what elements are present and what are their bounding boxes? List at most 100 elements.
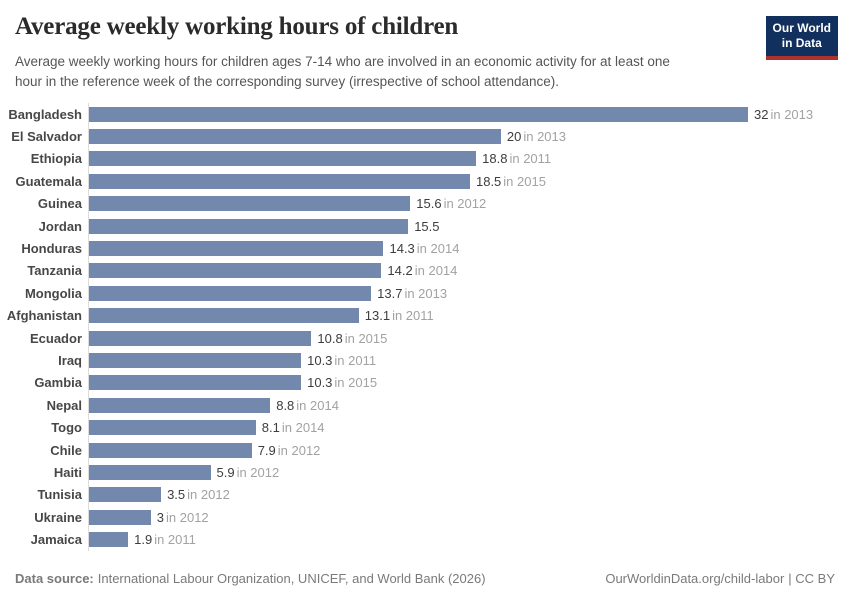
category-label: Nepal bbox=[46, 397, 82, 413]
category-label: Ecuador bbox=[29, 330, 82, 346]
category-label: Guinea bbox=[37, 196, 82, 212]
value-label: 15.6 in 2012 bbox=[416, 196, 486, 211]
value-year: in 2012 bbox=[443, 196, 487, 212]
row-plot-area: 1.9 in 2011 bbox=[88, 528, 850, 551]
value-year: in 2015 bbox=[344, 330, 388, 346]
bar bbox=[89, 375, 302, 391]
value-label: 3.5 in 2012 bbox=[167, 487, 230, 502]
value-label: 1.9 in 2011 bbox=[134, 532, 196, 547]
value-label: 10.3 in 2015 bbox=[307, 375, 377, 390]
category-label: Togo bbox=[51, 420, 82, 436]
value-label: 18.5 in 2015 bbox=[476, 174, 546, 189]
row-plot-area: 8.1 in 2014 bbox=[88, 416, 850, 439]
value-label: 8.1 in 2014 bbox=[262, 420, 325, 435]
bar bbox=[89, 308, 359, 324]
row-plot-area: 14.3 in 2014 bbox=[88, 237, 850, 260]
chart-row: Tunisia 3.5 in 2012 bbox=[0, 483, 850, 507]
value-number: 3.5 bbox=[167, 487, 186, 503]
owid-logo-line1: Our World bbox=[772, 21, 831, 35]
row-plot-area: 10.3 in 2011 bbox=[88, 349, 850, 372]
value-label: 20 in 2013 bbox=[507, 129, 566, 144]
chart-header: Average weekly working hours of children… bbox=[15, 13, 758, 93]
row-plot-area: 18.8 in 2011 bbox=[88, 147, 850, 171]
bar bbox=[89, 442, 252, 458]
bar bbox=[89, 241, 384, 257]
chart-row: Ecuador 10.8 in 2015 bbox=[0, 326, 850, 350]
row-plot-area: 8.8 in 2014 bbox=[88, 394, 850, 417]
chart-row: Ukraine 3 in 2012 bbox=[0, 506, 850, 529]
chart-footer: Data source: International Labour Organiz… bbox=[15, 571, 835, 586]
row-plot-area: 20 in 2013 bbox=[88, 125, 850, 148]
bar bbox=[89, 263, 382, 279]
value-label: 7.9 in 2012 bbox=[258, 443, 321, 458]
category-label: Chile bbox=[50, 442, 82, 458]
value-number: 14.2 bbox=[387, 263, 413, 279]
chart-row: Jamaica 1.9 in 2011 bbox=[0, 528, 850, 551]
value-year: in 2013 bbox=[770, 106, 814, 122]
value-year: in 2014 bbox=[281, 420, 325, 436]
category-label: Guatemala bbox=[15, 173, 82, 189]
value-label: 5.9 in 2012 bbox=[217, 465, 280, 480]
attribution: OurWorldinData.org/child-labor | CC BY bbox=[605, 571, 835, 586]
bar bbox=[89, 106, 748, 122]
row-plot-area: 10.8 in 2015 bbox=[88, 326, 850, 350]
chart-row: Tanzania 14.2 in 2014 bbox=[0, 259, 850, 283]
chart-row: Gambia 10.3 in 2015 bbox=[0, 371, 850, 395]
bar bbox=[89, 352, 302, 368]
chart-row: Haiti 5.9 in 2012 bbox=[0, 461, 850, 484]
bar bbox=[89, 173, 470, 189]
value-number: 10.3 bbox=[307, 352, 333, 368]
value-number: 1.9 bbox=[134, 532, 153, 548]
value-number: 15.6 bbox=[416, 196, 442, 212]
bar bbox=[89, 464, 211, 480]
value-number: 7.9 bbox=[257, 442, 276, 458]
source-link[interactable]: OurWorldinData.org/child-labor bbox=[605, 571, 785, 586]
value-year: in 2014 bbox=[414, 263, 458, 279]
chart-row: Bangladesh 32 in 2013 bbox=[0, 103, 850, 126]
row-plot-area: 13.1 in 2011 bbox=[88, 304, 850, 327]
category-label: Gambia bbox=[34, 375, 82, 391]
value-number: 10.8 bbox=[317, 330, 343, 346]
owid-logo-line2: in Data bbox=[781, 36, 822, 50]
bar bbox=[89, 420, 256, 436]
value-label: 8.8 in 2014 bbox=[276, 398, 339, 413]
value-number: 32 bbox=[754, 106, 769, 122]
value-number: 14.3 bbox=[389, 241, 415, 257]
row-plot-area: 15.5 bbox=[88, 214, 850, 238]
bar bbox=[89, 129, 501, 145]
chart-row: Ethiopia 18.8 in 2011 bbox=[0, 147, 850, 171]
value-number: 18.8 bbox=[482, 151, 508, 167]
value-label: 10.3 in 2011 bbox=[307, 353, 376, 368]
value-year: in 2012 bbox=[166, 509, 209, 525]
bar bbox=[89, 397, 271, 413]
value-year: in 2015 bbox=[503, 173, 546, 189]
value-year: in 2011 bbox=[509, 151, 552, 167]
category-label: Honduras bbox=[21, 241, 82, 257]
row-plot-area: 10.3 in 2015 bbox=[88, 371, 850, 395]
value-number: 15.5 bbox=[414, 218, 440, 234]
value-year: in 2013 bbox=[404, 285, 448, 301]
value-label: 13.1 in 2011 bbox=[365, 308, 434, 323]
value-label: 32 in 2013 bbox=[754, 107, 813, 122]
bar-chart: Bangladesh 32 in 2013 El Salvador 20 in 2013 E… bbox=[0, 103, 850, 551]
value-number: 18.5 bbox=[475, 173, 502, 189]
row-plot-area: 18.5 in 2015 bbox=[88, 170, 850, 193]
row-plot-area: 15.6 in 2012 bbox=[88, 192, 850, 215]
value-year: in 2012 bbox=[236, 464, 280, 480]
category-label: Mongolia bbox=[24, 285, 82, 301]
chart-row: Iraq 10.3 in 2011 bbox=[0, 349, 850, 372]
value-label: 14.2 in 2014 bbox=[387, 263, 457, 278]
chart-row: Guinea 15.6 in 2012 bbox=[0, 192, 850, 215]
bar bbox=[89, 487, 162, 503]
value-label: 18.8 in 2011 bbox=[482, 151, 551, 166]
data-source-note: Data source: International Labour Organiz… bbox=[15, 571, 486, 586]
value-year: in 2015 bbox=[334, 375, 378, 391]
chart-row: Chile 7.9 in 2012 bbox=[0, 438, 850, 462]
row-plot-area: 7.9 in 2012 bbox=[88, 438, 850, 462]
category-label: Afghanistan bbox=[6, 308, 82, 324]
category-label: Ukraine bbox=[34, 509, 82, 525]
value-year: in 2014 bbox=[416, 241, 460, 257]
bar bbox=[89, 151, 477, 167]
value-year: in 2011 bbox=[154, 532, 196, 548]
